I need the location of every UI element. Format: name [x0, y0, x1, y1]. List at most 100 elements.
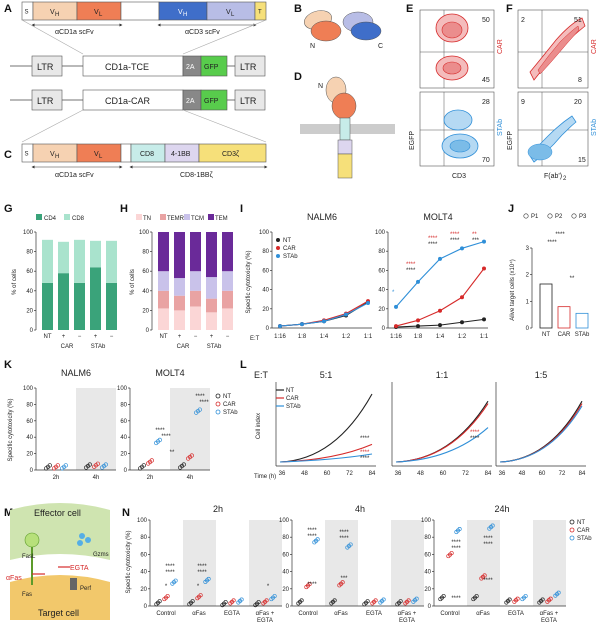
g-ytick-label: 20 — [26, 308, 33, 314]
i1-ytick-label: 60 — [378, 268, 385, 274]
g-legend-cd8-swatch — [64, 214, 70, 220]
l-legend-car: CAR — [286, 396, 299, 402]
n2-ytick-label: 60 — [424, 552, 431, 558]
j-sig-2: **** — [547, 240, 557, 246]
n-point-nt — [223, 600, 228, 605]
svg-text:Perf: Perf — [80, 586, 91, 592]
l-xtick-label: 60 — [539, 471, 546, 477]
h-ytick-label: 80 — [142, 250, 149, 256]
n0-ytick-label: 60 — [140, 552, 147, 558]
panel-l-letter: L — [240, 359, 247, 371]
h-xtick-label: NT — [160, 334, 168, 340]
h-group-car: CAR — [177, 344, 190, 350]
n-xtick-label: EGTA — [508, 611, 524, 617]
k-legend-car: CAR — [223, 402, 236, 408]
g-ytick-label: 40 — [26, 289, 33, 295]
f-stab-tl: 9 — [521, 99, 525, 106]
h-bar-temra — [190, 290, 201, 307]
n-sig-18: **** — [483, 578, 493, 584]
l-xtick-label: 36 — [499, 471, 506, 477]
n-xtick-label2: EGTA — [399, 618, 415, 624]
k-point-car — [95, 461, 100, 466]
i-point-stab — [416, 279, 420, 284]
n-xtick-label: αFas + — [540, 611, 559, 617]
target-label: Target cell — [38, 608, 79, 618]
l-xtick-label: 72 — [346, 471, 353, 477]
i-title-1: MOLT4 — [423, 212, 452, 222]
h-bar-tcm — [206, 277, 217, 299]
n-legend-car: CAR — [577, 528, 590, 534]
n-xtick-label: αFas — [192, 611, 205, 617]
n-xtick-label: αFas + — [398, 611, 417, 617]
i-point-car — [394, 324, 398, 329]
n-sig-1: **** — [165, 570, 175, 576]
n-legend-stab: STAb — [577, 536, 592, 542]
i-legend-marker — [276, 254, 280, 258]
svg-text:2A: 2A — [186, 64, 195, 71]
panel-f-letter: F — [506, 3, 513, 15]
l-sig-3: **** — [360, 456, 370, 462]
i-sig-1: * — [392, 290, 395, 296]
n0-ytick-label: 100 — [137, 518, 148, 524]
svg-text:L: L — [99, 12, 103, 18]
n-sig-15: **** — [451, 596, 461, 602]
k-sig-2: **** — [161, 434, 171, 440]
svg-text:V: V — [178, 9, 183, 16]
chart-i: Specific cytotoxicity (%) NALM6 0 20 40 60 80 1… — [246, 212, 489, 342]
l-title-2: 1:5 — [535, 370, 548, 380]
i-line-stab — [395, 241, 485, 308]
n1-ytick-label: 60 — [282, 552, 289, 558]
g-legend-cd4-swatch — [36, 214, 42, 220]
panel-h-letter: H — [120, 203, 128, 215]
l-xtick-label: 48 — [519, 471, 526, 477]
i-xtick-label: 1:4 — [436, 334, 445, 340]
l-legend-stab: STAb — [286, 404, 301, 410]
g-xtick-label: − — [110, 334, 114, 340]
panel-d-letter: D — [294, 71, 302, 83]
svg-text:H: H — [55, 12, 59, 18]
i-xtick-label: 1:4 — [320, 334, 329, 340]
n-point-nt — [540, 597, 545, 602]
n-point-stab — [315, 537, 320, 542]
h-legend-tem: TEM — [215, 216, 228, 222]
h-bar-tn — [206, 312, 217, 330]
n-point-nt — [474, 594, 479, 599]
l-ylabel: Cell index — [256, 413, 262, 439]
h-bar-tem — [174, 232, 185, 279]
g-group-stab: STAb — [91, 344, 106, 350]
n-point-nt — [299, 598, 304, 603]
i-ylabel: Specific cytotoxicity (%) — [246, 250, 252, 313]
svg-text:LTR: LTR — [240, 62, 257, 72]
i-et-label: E:T — [250, 336, 260, 342]
n-sig-16: **** — [483, 536, 493, 542]
f-car-br: 8 — [578, 77, 582, 84]
h-ytick-label: 0 — [146, 328, 150, 334]
n-xtick-label2: EGTA — [257, 618, 273, 624]
scfv2-label: αCD3 scFv — [185, 29, 220, 36]
n-sig-17: **** — [483, 542, 493, 548]
i-xtick-label: 1:2 — [458, 334, 467, 340]
l-sig-5: **** — [470, 436, 480, 442]
n-point-car — [231, 598, 236, 603]
n-legend-marker — [569, 519, 575, 525]
g-xtick-label: − — [78, 334, 82, 340]
n2-ytick-label: 100 — [421, 518, 432, 524]
n-sig-10: **** — [339, 530, 349, 536]
n-xtick-label: αFas — [476, 611, 489, 617]
chart-j: 0 1 2 3 Alive target cells (x10⁴) P1 P2 P3 NT CAR… — [509, 213, 590, 338]
i0-ytick-label: 40 — [262, 288, 269, 294]
i-point-stab — [460, 246, 464, 251]
n1-ytick-label: 80 — [282, 535, 289, 541]
k0-ytick-label: 0 — [30, 468, 34, 474]
h-bar-tem — [206, 232, 217, 278]
l-xtick-label: 60 — [324, 471, 331, 477]
k1-ytick-label: 0 — [124, 468, 128, 474]
k-legend-nt: NT — [223, 394, 231, 400]
h-xtick-label: + — [178, 334, 182, 340]
g-ytick-label: 60 — [26, 269, 33, 275]
k-point-nt — [47, 463, 52, 468]
effector-label: Effector cell — [34, 508, 81, 518]
panel-e-letter: E — [406, 3, 413, 15]
n-shade — [391, 520, 424, 606]
